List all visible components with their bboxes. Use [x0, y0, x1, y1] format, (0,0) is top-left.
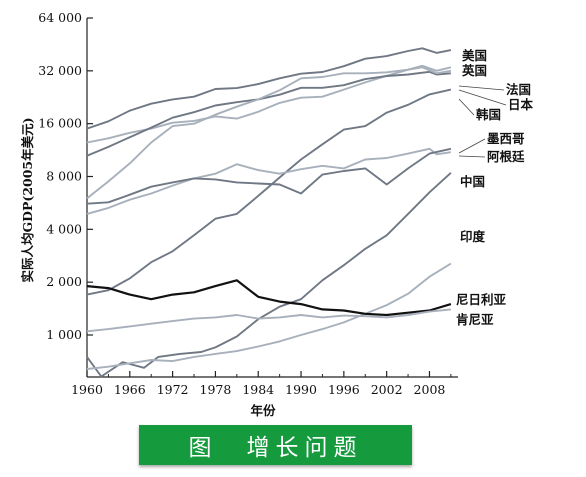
y-tick-label: 16 000 — [38, 116, 82, 131]
series-label-9: 尼日利亚 — [456, 292, 507, 307]
y-tick-label: 1 000 — [46, 327, 82, 342]
x-tick-label: 1972 — [157, 382, 189, 397]
series-label-0: 美国 — [462, 48, 487, 63]
legend-leader-5 — [458, 138, 486, 154]
series-line-0 — [86, 47, 452, 130]
series-line-3 — [86, 66, 452, 200]
legend-leader-2 — [458, 85, 505, 91]
series-line-4 — [86, 88, 452, 296]
series-line-9 — [86, 279, 452, 317]
series-label-7: 中国 — [460, 174, 485, 189]
y-axis-title: 实际人均GDP(2005年美元) — [20, 117, 35, 282]
x-tick-label: 2008 — [414, 382, 446, 397]
series-label-4: 韩国 — [476, 107, 501, 122]
series-label-10: 肯尼亚 — [456, 312, 494, 327]
x-tick-label: 1990 — [285, 382, 317, 397]
caption-banner: 图 增长问题 — [139, 425, 412, 465]
series-line-7 — [86, 172, 452, 378]
x-tick-label: 1984 — [242, 382, 274, 397]
y-tick-label: 2 000 — [46, 274, 82, 289]
series-label-6: 阿根廷 — [487, 149, 525, 164]
legend-leader-4 — [458, 98, 475, 116]
y-tick-label: 8 000 — [46, 169, 82, 184]
series-label-1: 英国 — [462, 63, 487, 78]
x-axis-title: 年份 — [250, 403, 276, 418]
series-label-5: 墨西哥 — [487, 131, 525, 146]
series-line-2 — [86, 70, 451, 157]
x-tick-label: 1960 — [71, 382, 103, 397]
y-tick-label: 4 000 — [46, 221, 82, 236]
caption-text: 图 增长问题 — [188, 435, 363, 461]
y-tick-label: 64 000 — [38, 10, 82, 25]
axes: 1 000 2 000 4 000 8 000 16 000 32 000 64 000 19… — [38, 10, 458, 397]
series-label-3: 日本 — [508, 97, 534, 112]
legend-leader-6 — [458, 155, 486, 158]
y-tick-label: 32 000 — [38, 63, 82, 78]
series-layer — [86, 47, 452, 378]
legend-leader-3 — [458, 89, 507, 106]
x-tick-label: 2002 — [371, 382, 403, 397]
series-label-2: 法国 — [506, 82, 531, 97]
series-line-10 — [86, 308, 451, 333]
x-tick-label: 1966 — [114, 382, 146, 397]
series-label-8: 印度 — [460, 229, 486, 244]
series-line-8 — [86, 262, 452, 370]
x-tick-label: 1996 — [328, 382, 360, 397]
x-tick-label: 1978 — [200, 382, 232, 397]
series-line-6 — [86, 147, 452, 205]
series-line-5 — [86, 147, 452, 215]
gdp-growth-chart: 1 000 2 000 4 000 8 000 16 000 32 000 64 000 19… — [20, 10, 534, 418]
